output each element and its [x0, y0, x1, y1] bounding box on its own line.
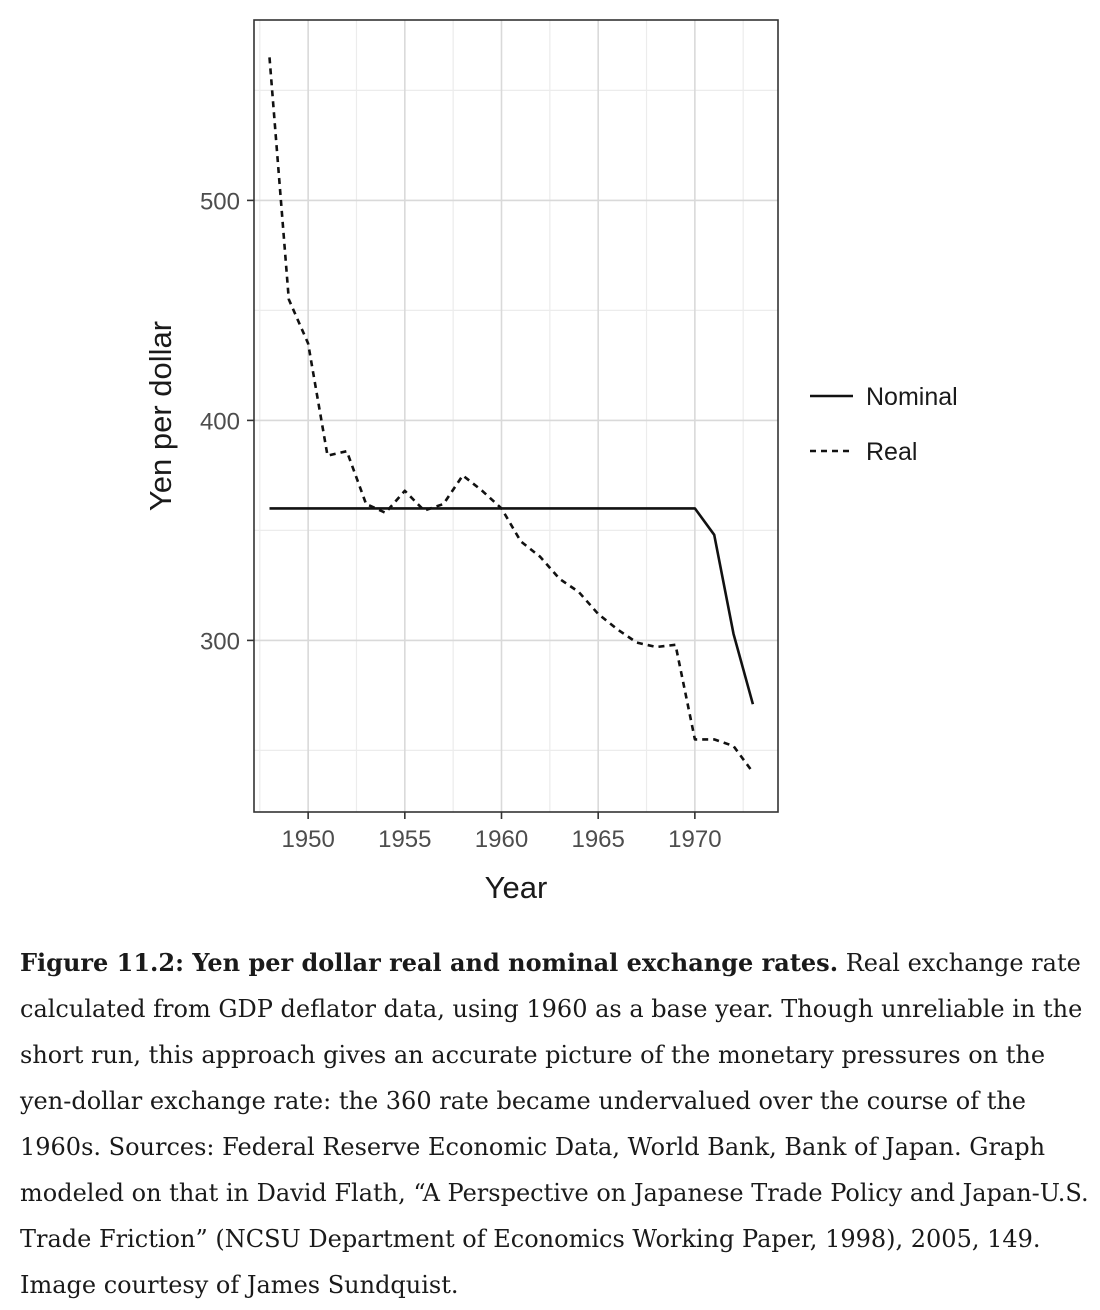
- series-line-nominal: [269, 507, 755, 705]
- x-tick-label: 1960: [475, 826, 528, 853]
- caption-lead: Figure 11.2: Yen per dollar real and nom…: [20, 948, 839, 977]
- y-tick-label: 400: [200, 408, 240, 435]
- x-tick-label: 1970: [668, 826, 721, 853]
- figure-caption: Figure 11.2: Yen per dollar real and nom…: [20, 940, 1090, 1308]
- series-layer: [268, 57, 755, 774]
- legend-label-nominal: Nominal: [866, 383, 958, 411]
- x-axis-title: Year: [485, 870, 548, 905]
- minor-gridlines: [254, 20, 778, 812]
- x-tick-label: 1965: [571, 826, 624, 853]
- series-line-real: [268, 57, 754, 774]
- legend: Nominal Real: [810, 383, 958, 466]
- plot-border: [253, 19, 779, 813]
- caption-body: Real exchange rate calculated from GDP d…: [20, 949, 1089, 1299]
- y-axis-ticks: 300 400 500: [200, 188, 254, 655]
- y-axis-title: Yen per dollar: [143, 321, 178, 511]
- x-axis-ticks: 1950 1955 1960 1965 1970: [281, 812, 722, 853]
- x-tick-label: 1950: [281, 826, 334, 853]
- line-chart: 1950 1955 1960 1965 1970 300 400 500 Year Yen …: [143, 19, 958, 905]
- y-tick-label: 500: [200, 188, 240, 215]
- major-gridlines: [254, 20, 778, 812]
- legend-label-real: Real: [866, 438, 917, 466]
- y-tick-label: 300: [200, 628, 240, 655]
- x-tick-label: 1955: [378, 826, 431, 853]
